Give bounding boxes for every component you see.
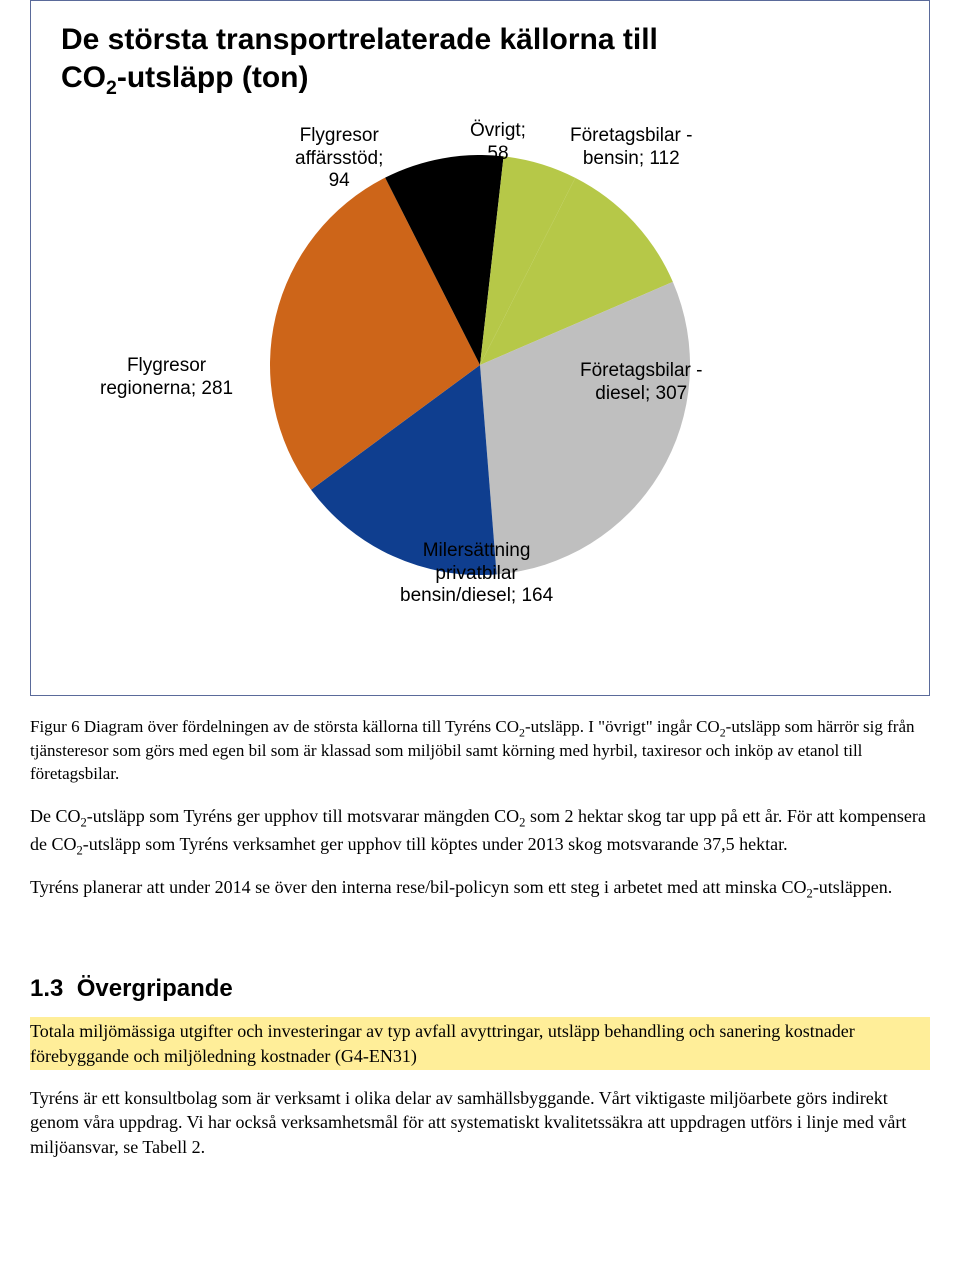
slice-label: Företagsbilar -bensin; 112 — [570, 125, 693, 171]
chart-title: De största transportrelaterade källorna … — [61, 21, 899, 100]
chart-title-line2-post: -utsläpp (ton) — [117, 61, 309, 94]
section-title: Övergripande — [77, 975, 233, 1002]
chart-title-line2-pre: CO — [61, 61, 106, 94]
body-para-1: De CO2-utsläpp som Tyréns ger upphov til… — [30, 804, 930, 859]
section-number: 1.3 — [30, 975, 63, 1002]
slice-label: Företagsbilar -diesel; 307 — [580, 360, 703, 406]
chart-title-sub: 2 — [106, 77, 117, 99]
highlighted-text: Totala miljömässiga utgifter och investe… — [30, 1017, 930, 1070]
chart-container: De största transportrelaterade källorna … — [30, 0, 930, 696]
slice-label: Flygresorregionerna; 281 — [100, 355, 233, 401]
section-heading: 1.3 Övergripande — [30, 973, 930, 1005]
slice-label: Övrigt;58 — [470, 120, 526, 166]
slice-label: Milersättningprivatbilarbensin/diesel; 1… — [400, 540, 553, 608]
chart-title-line1: De största transportrelaterade källorna … — [61, 23, 658, 56]
body-para-3: Tyréns är ett konsultbolag som är verksa… — [30, 1086, 930, 1159]
slice-label: Flygresoraffärsstöd;94 — [295, 125, 383, 193]
body-para-2: Tyréns planerar att under 2014 se över d… — [30, 875, 930, 903]
pie-chart: Företagsbilar -bensin; 112 Företagsbilar … — [100, 125, 860, 655]
figure-caption: Figur 6 Diagram över fördelningen av de … — [30, 716, 930, 786]
